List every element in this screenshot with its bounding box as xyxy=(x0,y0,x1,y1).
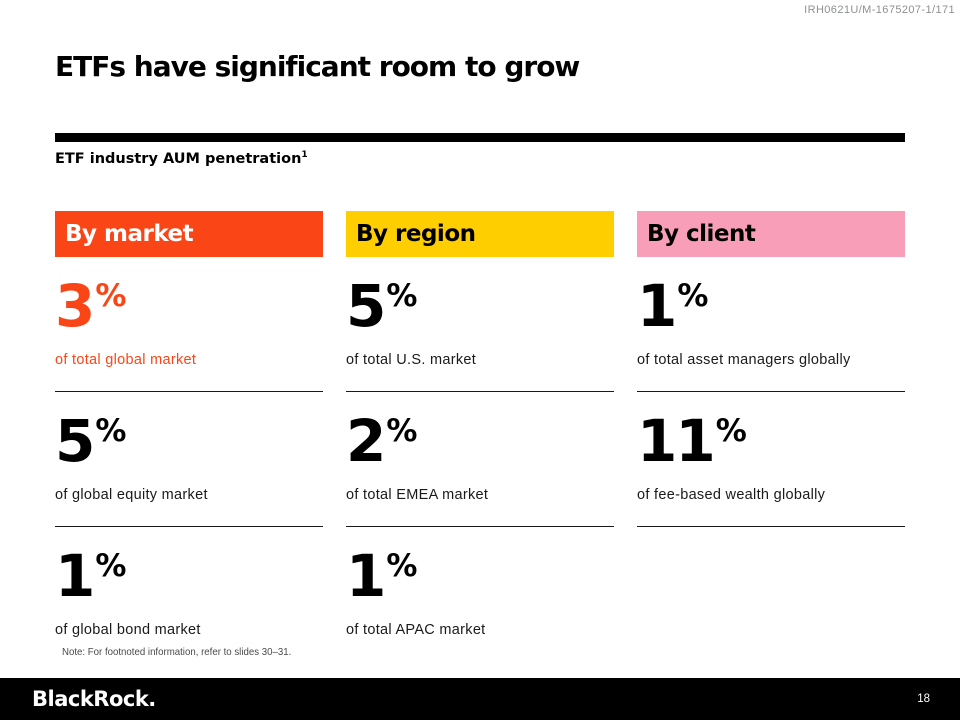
stat-total-apac-market: 1% of total APAC market xyxy=(346,527,614,638)
percent-sign: % xyxy=(386,278,418,314)
column-header-label: By market xyxy=(65,221,194,247)
stat-divider xyxy=(346,526,614,527)
column-header-label: By client xyxy=(647,221,756,247)
stat-number-text: 11 xyxy=(637,407,716,475)
stat-number-text: 5 xyxy=(346,272,386,340)
percent-sign: % xyxy=(677,278,709,314)
stat-value: 11% xyxy=(637,412,905,476)
stats-columns: By market 3% of total global market 5% o… xyxy=(55,211,905,638)
divider-rule xyxy=(55,133,905,142)
stat-label: of total U.S. market xyxy=(346,352,477,368)
blackrock-logo: BlackRock. xyxy=(32,687,156,711)
column-by-client: By client 1% of total asset managers glo… xyxy=(637,211,905,638)
stat-number-text: 1 xyxy=(346,542,386,610)
percent-sign: % xyxy=(386,413,418,449)
column-by-market: By market 3% of total global market 5% o… xyxy=(55,211,323,638)
stat-number-text: 5 xyxy=(55,407,95,475)
stat-divider xyxy=(346,391,614,392)
stat-label: of global equity market xyxy=(55,487,208,503)
page-number: 18 xyxy=(917,693,930,705)
page-title: ETFs have significant room to grow xyxy=(55,50,580,83)
stat-total-global-market: 3% of total global market xyxy=(55,257,323,368)
footnote-text: Note: For footnoted information, refer t… xyxy=(62,646,292,658)
column-header-by-client: By client xyxy=(637,211,905,257)
document-reference: IRH0621U/M-1675207-1/171 xyxy=(804,4,955,16)
stat-value: 3% xyxy=(55,277,323,341)
stat-value: 1% xyxy=(637,277,905,341)
stat-total-us-market: 5% of total U.S. market xyxy=(346,257,614,368)
stat-number-text: 3 xyxy=(55,272,95,340)
stat-value: 5% xyxy=(346,277,614,341)
column-header-by-region: By region xyxy=(346,211,614,257)
stat-label: of fee-based wealth globally xyxy=(637,487,826,503)
percent-sign: % xyxy=(715,413,747,449)
column-by-region: By region 5% of total U.S. market 2% of … xyxy=(346,211,614,638)
stat-label: of global bond market xyxy=(55,622,201,638)
stat-value: 5% xyxy=(55,412,323,476)
footer-bar: BlackRock. 18 xyxy=(0,678,960,720)
stat-fee-based-wealth: 11% of fee-based wealth globally xyxy=(637,392,905,503)
stat-divider xyxy=(55,526,323,527)
percent-sign: % xyxy=(95,413,127,449)
stat-number-text: 2 xyxy=(346,407,386,475)
column-header-label: By region xyxy=(356,221,476,247)
stat-label: of total EMEA market xyxy=(346,487,489,503)
stat-value: 1% xyxy=(346,547,614,611)
column-header-by-market: By market xyxy=(55,211,323,257)
percent-sign: % xyxy=(386,548,418,584)
stat-value: 1% xyxy=(55,547,323,611)
stat-label: of total APAC market xyxy=(346,622,486,638)
stat-total-asset-managers: 1% of total asset managers globally xyxy=(637,257,905,368)
stat-divider xyxy=(637,526,905,527)
stat-divider xyxy=(637,391,905,392)
subtitle-text: ETF industry AUM penetration xyxy=(55,150,302,167)
stat-number-text: 1 xyxy=(637,272,677,340)
stat-value: 2% xyxy=(346,412,614,476)
percent-sign: % xyxy=(95,278,127,314)
slide-subtitle: ETF industry AUM penetration1 xyxy=(55,150,308,167)
stat-global-bond-market: 1% of global bond market xyxy=(55,527,323,638)
footnote-marker: 1 xyxy=(301,150,308,160)
stat-number-text: 1 xyxy=(55,542,95,610)
percent-sign: % xyxy=(95,548,127,584)
stat-label: of total asset managers globally xyxy=(637,352,851,368)
stat-total-emea-market: 2% of total EMEA market xyxy=(346,392,614,503)
stat-global-equity-market: 5% of global equity market xyxy=(55,392,323,503)
stat-label: of total global market xyxy=(55,352,197,368)
stat-divider xyxy=(55,391,323,392)
